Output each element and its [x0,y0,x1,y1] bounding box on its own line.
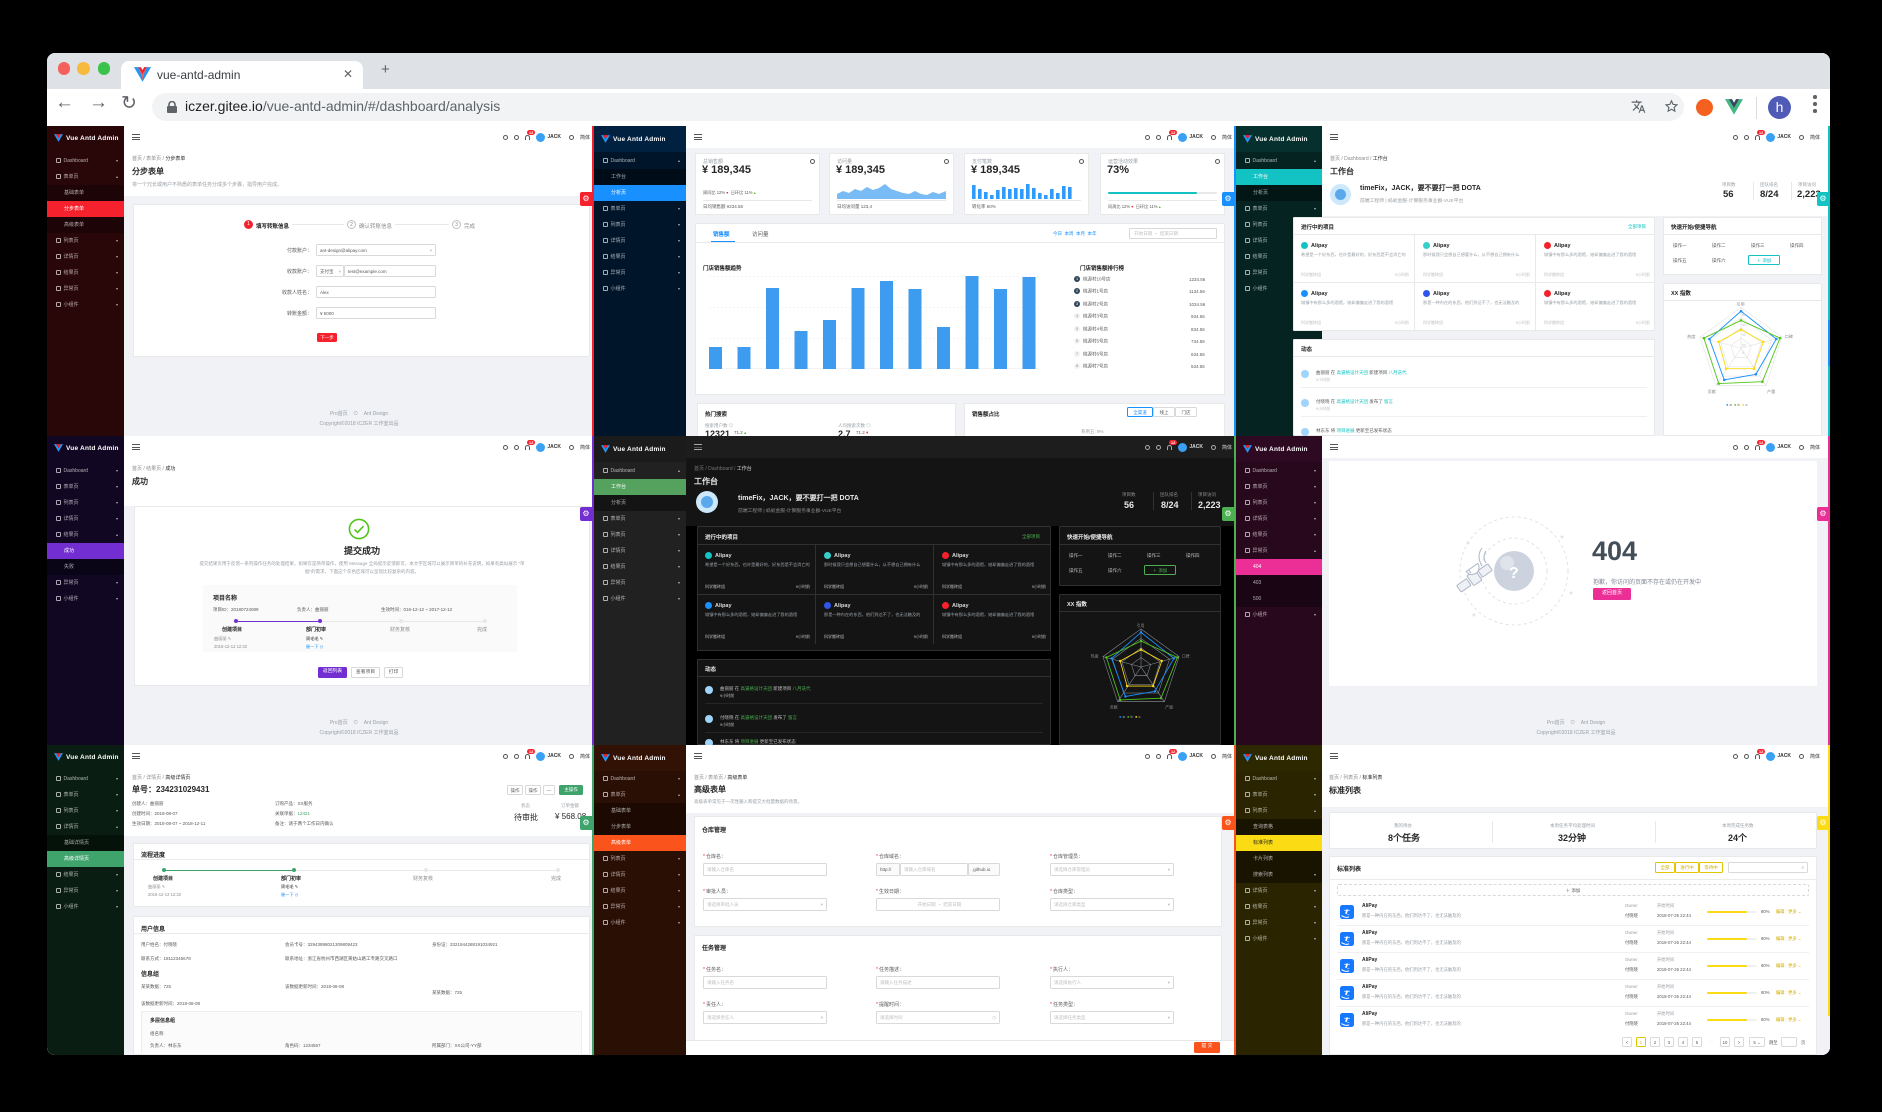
svg-text:引用: 引用 [1736,301,1744,307]
svg-text:引用: 引用 [1137,623,1145,628]
svg-text:60: 60 [1742,323,1746,327]
svg-text:口碑: 口碑 [1785,333,1793,339]
svg-text:热度: 热度 [1091,654,1099,659]
svg-text:贡献: 贡献 [1110,705,1118,710]
svg-text:?: ? [1509,565,1519,582]
svg-text:热度: 热度 [1687,333,1695,339]
svg-text:80: 80 [1742,313,1746,317]
svg-text:产量: 产量 [1165,705,1173,710]
svg-text:口碑: 口碑 [1182,654,1190,659]
svg-text:20: 20 [1742,343,1746,347]
svg-text:0: 0 [1742,351,1744,355]
svg-text:40: 40 [1742,333,1746,337]
svg-text:贡献: 贡献 [1708,388,1716,394]
svg-text:产量: 产量 [1767,388,1775,394]
